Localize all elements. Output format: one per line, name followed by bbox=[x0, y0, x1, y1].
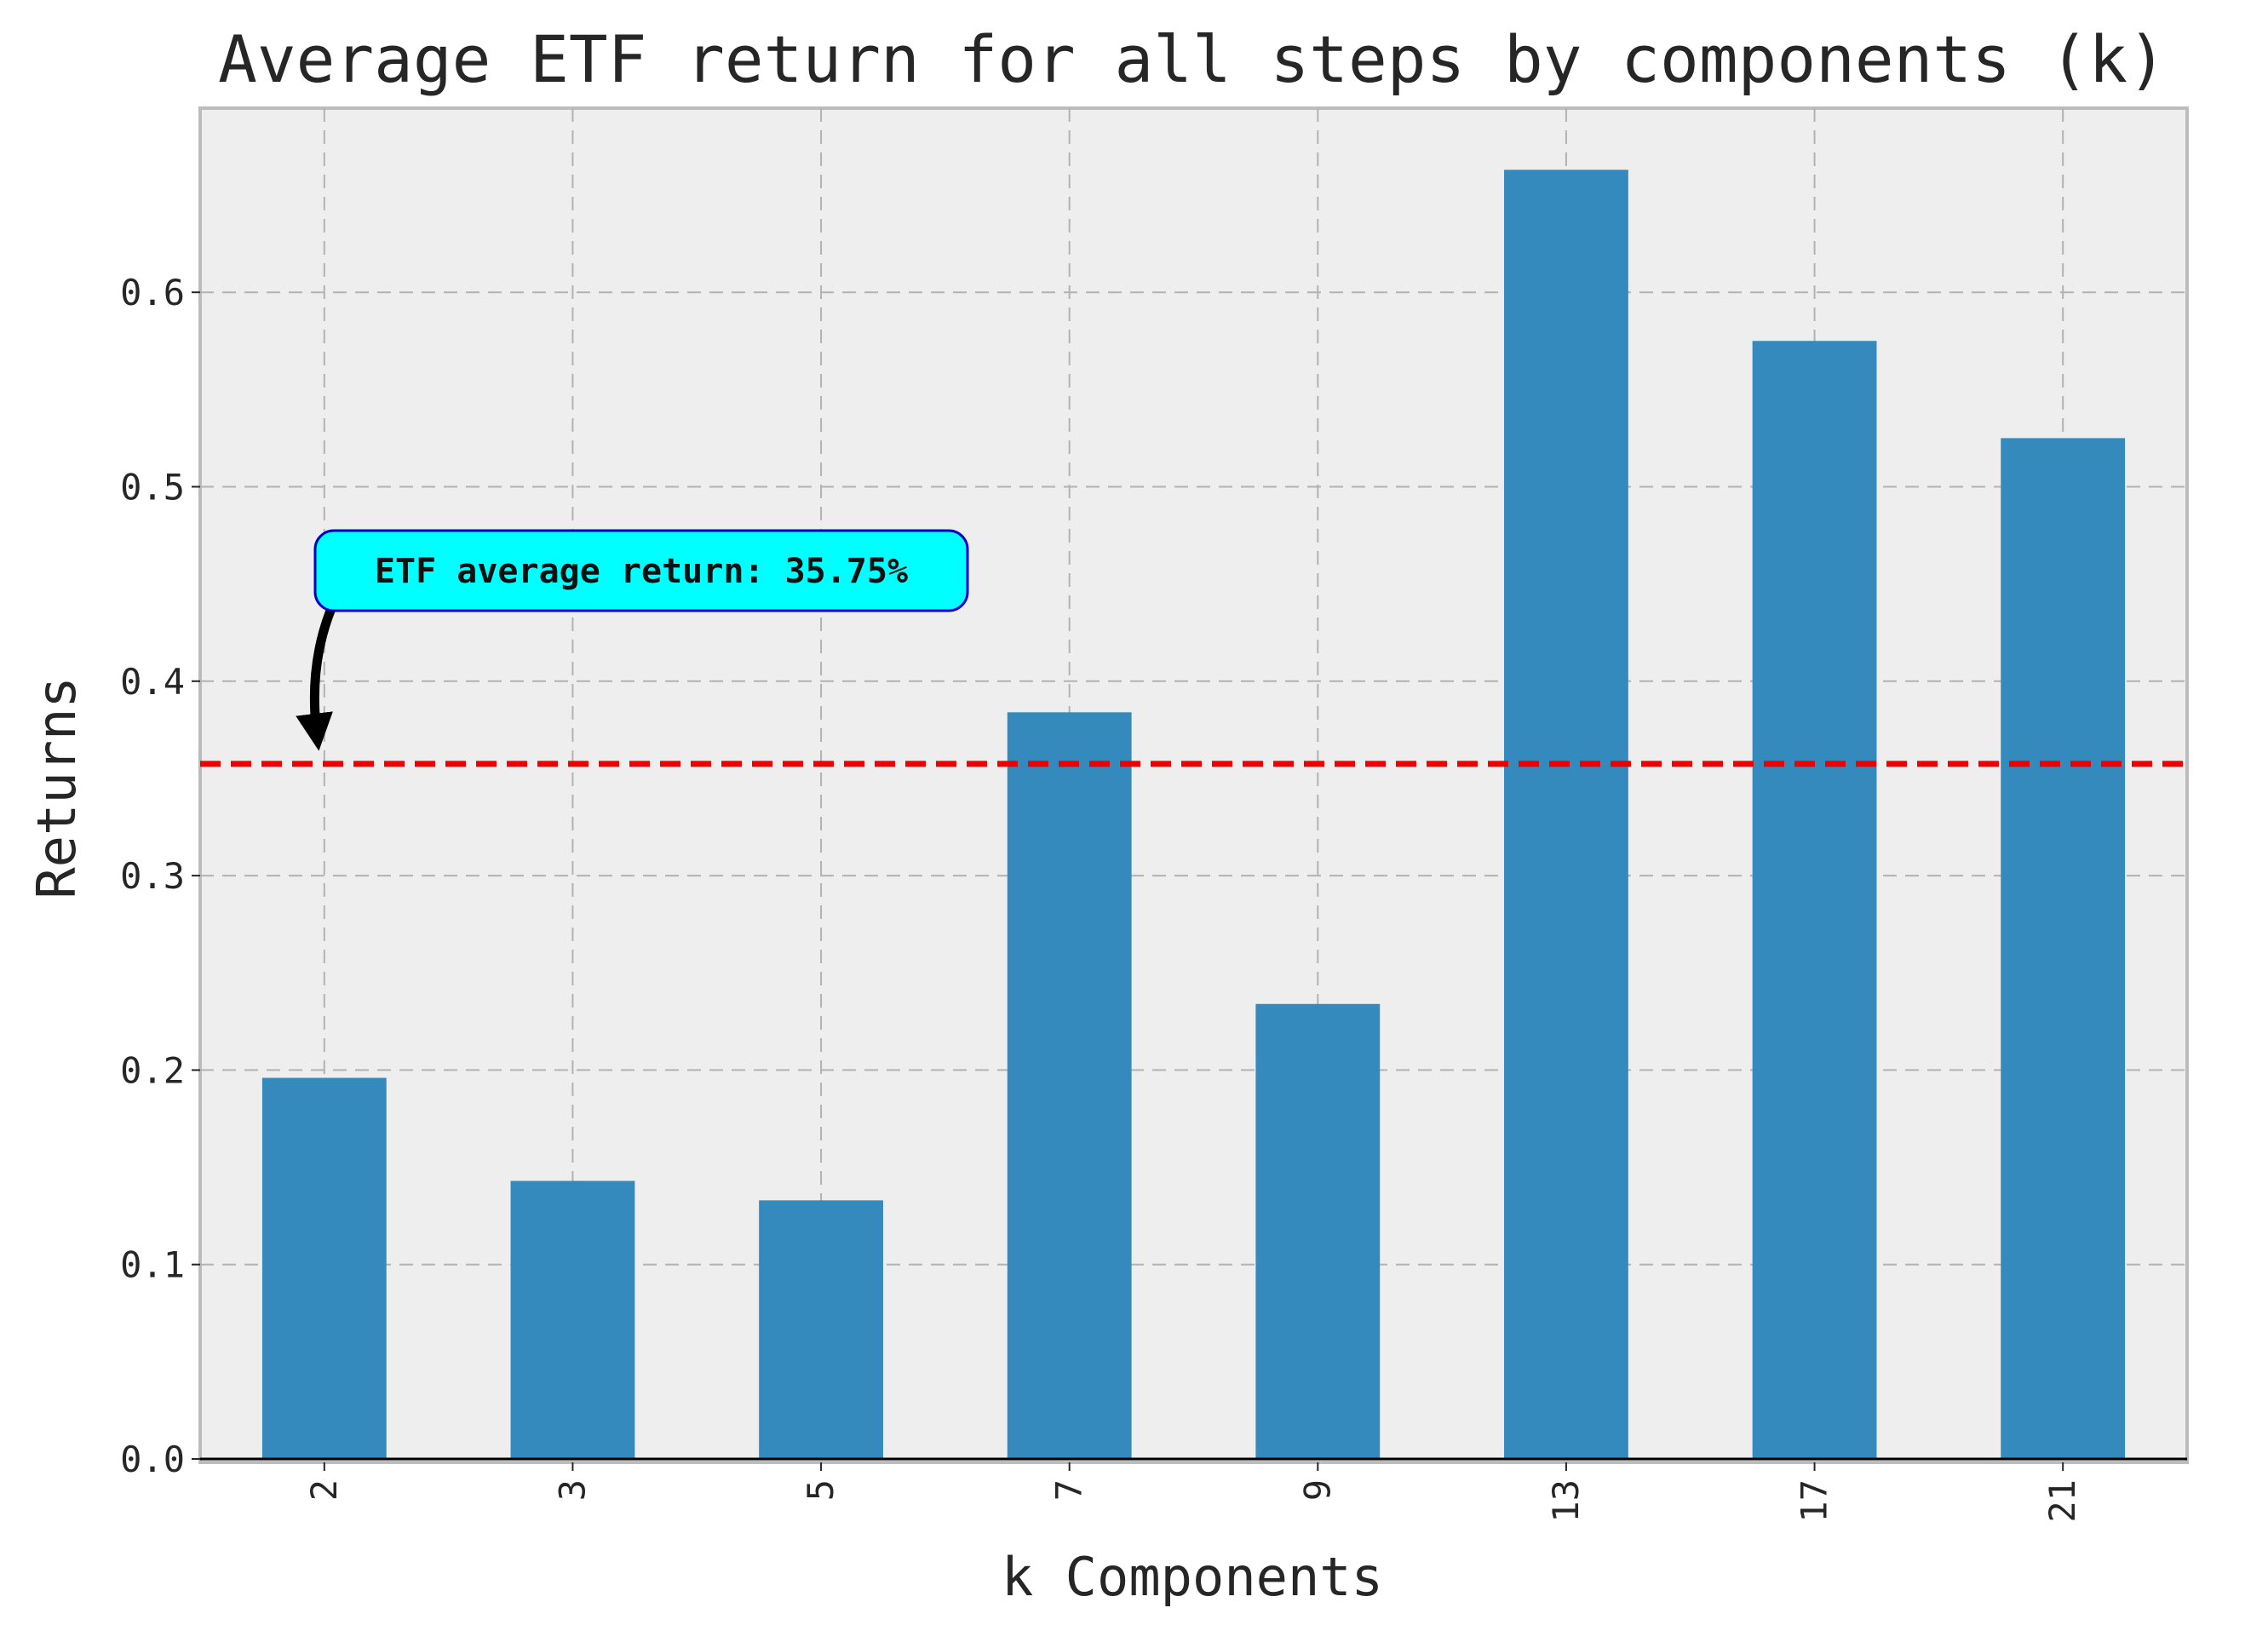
y-axis-label: Returns bbox=[26, 676, 88, 899]
x-tick-label: 7 bbox=[1048, 1479, 1090, 1501]
annotation-arrow bbox=[296, 604, 337, 751]
x-tick-label: 17 bbox=[1794, 1479, 1835, 1523]
bar-9 bbox=[1255, 1003, 1381, 1459]
y-tick-label: 0.1 bbox=[120, 1244, 185, 1286]
annotation-group: ETF average return: 35.75% bbox=[296, 529, 969, 751]
y-tick-label: 0.3 bbox=[120, 855, 185, 897]
y-tick-labels: 0.0 0.1 0.2 0.3 0.4 0.5 0.6 bbox=[120, 272, 200, 1480]
x-tick-label: 3 bbox=[551, 1479, 593, 1501]
x-tick-labels: 2 3 5 7 9 13 17 21 bbox=[303, 1462, 2083, 1523]
y-tick-label: 0.2 bbox=[120, 1049, 185, 1091]
x-tick-label: 13 bbox=[1545, 1479, 1587, 1523]
bar-13 bbox=[1504, 169, 1628, 1460]
x-tick-label: 21 bbox=[2041, 1479, 2083, 1523]
bar-21 bbox=[2001, 438, 2126, 1459]
annotation-box bbox=[313, 529, 969, 612]
bar-5 bbox=[759, 1200, 883, 1459]
bar-2 bbox=[261, 1077, 387, 1459]
x-axis-label: k Components bbox=[1002, 1546, 1383, 1608]
annotation-text: ETF average return: 35.75% bbox=[375, 552, 908, 591]
bars bbox=[261, 169, 2126, 1460]
y-tick-label: 0.6 bbox=[120, 272, 185, 313]
bar-7 bbox=[1007, 712, 1132, 1459]
chart-title: Average ETF return for all steps by comp… bbox=[218, 21, 2167, 97]
y-tick-label: 0.5 bbox=[120, 467, 185, 508]
y-tick-label: 0.0 bbox=[120, 1439, 185, 1480]
x-tick-label: 2 bbox=[303, 1479, 345, 1501]
plot-area bbox=[198, 106, 2189, 1464]
y-tick-label: 0.4 bbox=[120, 661, 185, 703]
bar-3 bbox=[510, 1180, 635, 1459]
bar-17 bbox=[1752, 341, 1877, 1459]
x-tick-label: 5 bbox=[800, 1479, 841, 1501]
x-tick-label: 9 bbox=[1296, 1479, 1338, 1501]
